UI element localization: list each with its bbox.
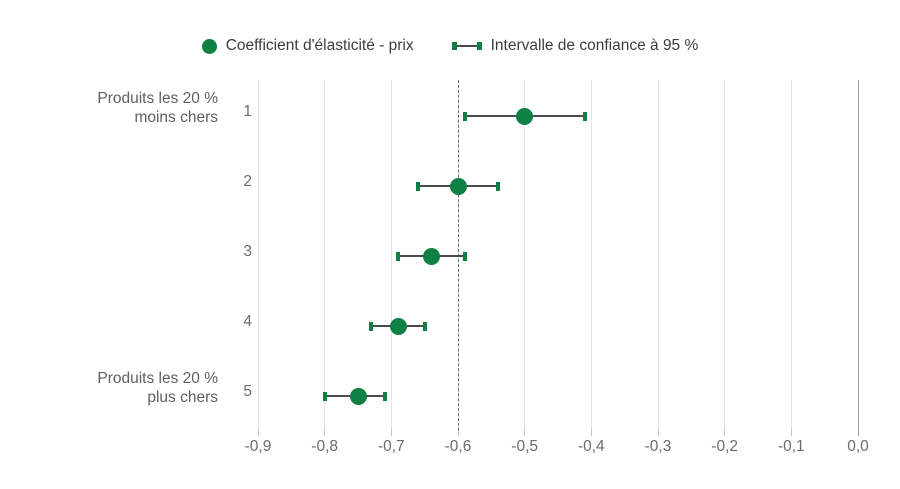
coefficient-dot-icon (201, 38, 217, 54)
category-group-label: Produits les 20 % plus chers (18, 370, 218, 408)
legend-item-coefficient: Coefficient d'élasticité - prix (201, 37, 414, 55)
ci-line-icon (456, 45, 477, 47)
confidence-interval-cap-low (462, 111, 467, 121)
chart-legend: Coefficient d'élasticité - prix Interval… (0, 37, 900, 55)
gridline (790, 80, 792, 428)
x-tick-label: -0,5 (511, 438, 539, 455)
confidence-interval-icon (451, 42, 482, 50)
x-axis-tick (524, 428, 526, 436)
x-axis-tick (724, 428, 726, 436)
gridline (257, 80, 259, 428)
category-label: 3 (243, 243, 252, 260)
x-tick-label: -0,9 (244, 438, 272, 455)
gridline (524, 80, 526, 428)
gridline (324, 80, 326, 428)
x-tick-label: -0,4 (577, 438, 605, 455)
x-axis-tick (457, 428, 459, 436)
x-axis-tick (257, 428, 259, 436)
category-group-label-line: Produits les 20 % (97, 370, 218, 388)
legend-item-interval: Intervalle de confiance à 95 % (451, 37, 699, 55)
x-tick-label: -0,3 (644, 438, 672, 455)
confidence-interval-cap-low (322, 391, 327, 401)
category-group-label: Produits les 20 % moins chers (18, 90, 218, 128)
category-group-label-line: Produits les 20 % (97, 90, 218, 108)
category-label: 5 (243, 383, 252, 400)
x-tick-label: -0,7 (377, 438, 405, 455)
x-tick-label: -0,8 (311, 438, 339, 455)
category-label: 1 (243, 103, 252, 120)
gridline (657, 80, 659, 428)
x-tick-label: 0,0 (847, 438, 869, 455)
category-label: 4 (243, 313, 252, 330)
confidence-interval-cap-low (416, 181, 420, 191)
gridline (390, 80, 392, 428)
x-tick-label: -0,2 (711, 438, 739, 455)
legend-label-interval: Intervalle de confiance à 95 % (490, 37, 699, 54)
x-tick-label: -0,1 (777, 438, 805, 455)
coefficient-point (449, 177, 467, 195)
confidence-interval-cap-low (396, 251, 400, 261)
x-axis-tick (790, 428, 792, 436)
coefficient-point (516, 107, 534, 125)
coefficient-point (389, 317, 407, 335)
gridline (724, 80, 726, 428)
confidence-interval-cap-high (422, 321, 427, 331)
x-axis-tick (590, 428, 592, 436)
confidence-interval-cap-high (382, 391, 387, 401)
x-axis-tick (390, 428, 392, 436)
x-axis-tick (324, 428, 326, 436)
x-axis-tick (657, 428, 659, 436)
coefficient-point (422, 247, 440, 265)
ci-cap-right-icon (476, 42, 482, 50)
ci-cap-left-icon (451, 42, 457, 50)
gridline (590, 80, 592, 428)
category-label: 2 (243, 173, 252, 190)
x-tick-label: -0,6 (444, 438, 472, 455)
category-group-label-line: moins chers (134, 109, 218, 126)
confidence-interval-cap-high (496, 181, 500, 191)
coefficient-point (349, 387, 367, 405)
category-group-label-line: plus chers (147, 389, 218, 406)
confidence-interval-cap-high (462, 251, 467, 261)
confidence-interval-cap-low (369, 321, 374, 331)
zero-axis-line (857, 80, 859, 436)
legend-label-coefficient: Coefficient d'élasticité - prix (225, 37, 414, 54)
confidence-interval-cap-high (582, 111, 587, 121)
